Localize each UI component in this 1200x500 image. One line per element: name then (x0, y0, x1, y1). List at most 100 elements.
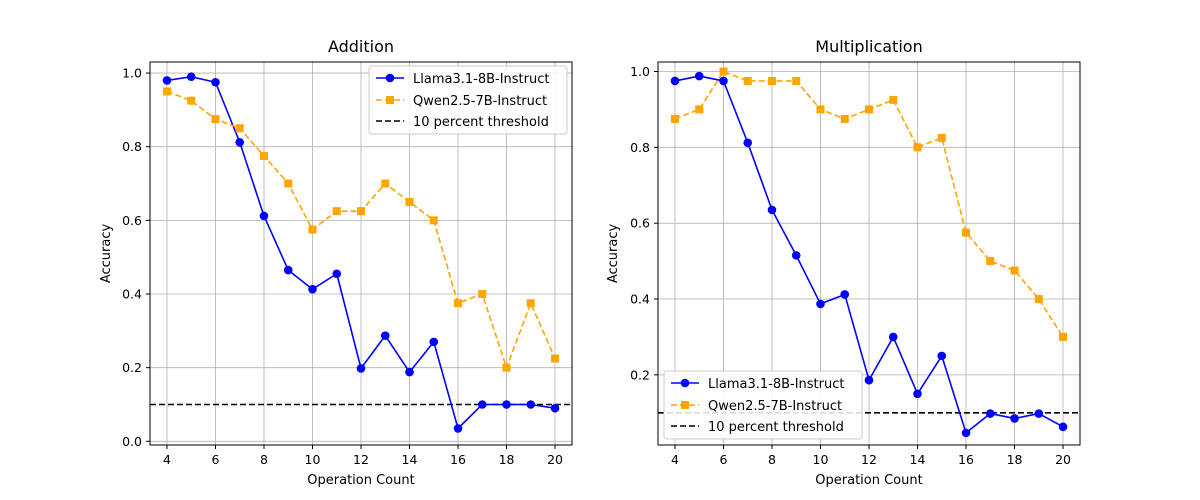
data-point (792, 76, 801, 85)
data-point (551, 354, 560, 363)
x-tick-label: 20 (547, 452, 563, 467)
y-tick-label: 0.6 (630, 216, 650, 231)
data-point (719, 76, 728, 86)
data-point (816, 299, 825, 309)
y-tick-label: 0.4 (630, 292, 650, 307)
data-point (187, 96, 196, 105)
x-tick-label: 14 (910, 452, 926, 467)
y-tick-label: 1.0 (122, 66, 142, 81)
data-point (453, 424, 463, 433)
series-layer (162, 72, 560, 433)
y-tick-label: 0.8 (122, 139, 142, 154)
legend: Llama3.1-8B-Instruct Qwen2.5-7B-Instruct… (663, 370, 863, 440)
data-point (235, 137, 245, 147)
data-point (767, 76, 776, 85)
data-point (865, 105, 873, 114)
legend-label-llama: Llama3.1-8B-Instruct (413, 72, 549, 87)
data-point (1010, 414, 1019, 423)
y-tick-label: 0.2 (630, 367, 650, 382)
legend-marker-llama (680, 378, 690, 388)
y-tick-label: 0.2 (122, 360, 142, 375)
data-point (162, 76, 172, 85)
data-point (211, 77, 220, 87)
multiplication-panel: Multiplication 4 6 8 10 12 14 16 18 20 0.2 0.4 0.6 0… (606, 37, 1081, 488)
y-tick-label: 1.0 (630, 64, 650, 79)
x-tick-label: 4 (671, 452, 679, 467)
x-tick-label: 14 (402, 452, 418, 467)
data-point (962, 228, 971, 237)
data-point (211, 115, 220, 124)
data-point (357, 207, 365, 216)
data-point (1034, 295, 1043, 304)
data-point (791, 251, 801, 260)
y-tick-label: 0.6 (122, 213, 142, 228)
data-point (986, 257, 995, 266)
x-tick-label: 16 (450, 452, 466, 467)
data-point (332, 207, 341, 216)
data-point (332, 269, 342, 279)
legend-label-qwen: Qwen2.5-7B-Instruct (708, 399, 842, 414)
x-tick-label: 8 (768, 452, 776, 467)
data-point (550, 403, 560, 413)
x-tick-label: 20 (1055, 452, 1071, 467)
data-point (283, 265, 293, 275)
x-tick-label: 18 (1007, 452, 1023, 467)
data-point (670, 76, 680, 86)
data-point (405, 367, 414, 377)
legend-marker-qwen (386, 96, 394, 104)
data-point (816, 105, 825, 114)
data-point (719, 67, 728, 76)
legend-label-qwen: Qwen2.5-7B-Instruct (413, 94, 547, 109)
data-point (284, 179, 293, 188)
addition-panel: Addition 4 6 8 10 12 14 16 18 20 0.0 0.2 0.4 0.6 0.8 1… (99, 37, 573, 488)
data-point (259, 151, 268, 160)
panel-title: Addition (328, 37, 394, 56)
data-point (259, 211, 269, 221)
x-tick-label: 12 (353, 452, 369, 467)
data-point (743, 138, 753, 148)
data-point (454, 299, 463, 308)
legend-box (663, 370, 863, 440)
data-point (380, 331, 390, 340)
y-tick-label: 0.4 (122, 287, 142, 302)
x-tick-label: 8 (260, 452, 268, 467)
data-point (1058, 422, 1068, 432)
data-point (670, 114, 679, 123)
data-point (478, 290, 487, 299)
data-point (477, 400, 487, 409)
x-tick-label: 4 (163, 452, 171, 467)
data-point (186, 72, 196, 82)
x-tick-label: 6 (212, 452, 220, 467)
data-point (913, 143, 922, 152)
series-layer (670, 67, 1068, 438)
data-point (502, 363, 511, 372)
data-point (526, 299, 535, 308)
data-point (308, 284, 317, 294)
tick-layer: 4 6 8 10 12 14 16 18 20 0.2 0.4 0.6 0.8 1.0 (630, 64, 1071, 467)
data-point (961, 428, 971, 438)
data-point (889, 95, 898, 104)
data-point (937, 133, 946, 142)
legend-marker-llama (385, 73, 395, 83)
data-point (985, 409, 995, 418)
y-tick-label: 0.0 (122, 434, 142, 449)
legend-box (368, 65, 568, 135)
data-point (743, 76, 752, 85)
x-tick-label: 10 (813, 452, 829, 467)
data-point (1010, 266, 1019, 275)
data-point (888, 332, 898, 342)
x-tick-label: 10 (305, 452, 321, 467)
data-point (1034, 409, 1044, 418)
data-point (694, 71, 704, 81)
legend-label-llama: Llama3.1-8B-Instruct (708, 377, 844, 392)
data-point (864, 375, 874, 385)
x-axis-label: Operation Count (815, 473, 922, 488)
data-point (429, 216, 438, 225)
legend-marker-qwen (681, 401, 689, 409)
panel-title: Multiplication (815, 37, 922, 56)
y-axis-label: Accuracy (99, 224, 114, 284)
tick-layer: 4 6 8 10 12 14 16 18 20 0.0 0.2 0.4 0.6 0.8 1.0 (122, 66, 563, 467)
data-point (429, 337, 439, 347)
